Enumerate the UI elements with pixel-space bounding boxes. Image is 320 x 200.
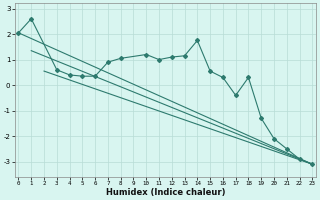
X-axis label: Humidex (Indice chaleur): Humidex (Indice chaleur) (106, 188, 225, 197)
